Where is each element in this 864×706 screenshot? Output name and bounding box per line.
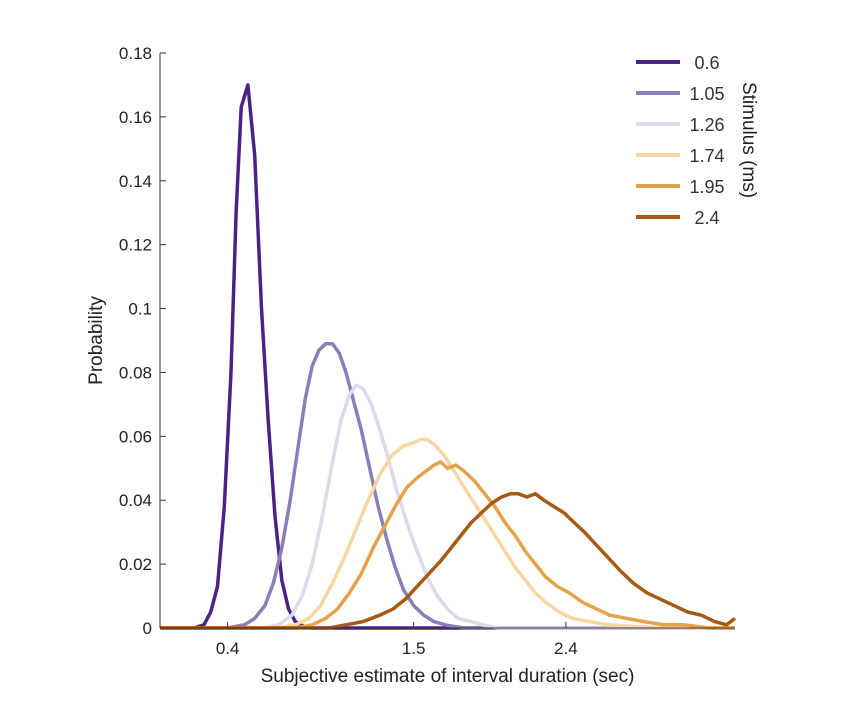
y-tick-label: 0.14 (119, 172, 152, 191)
series-line-0-6 (160, 83, 735, 630)
series-line-1-95 (160, 460, 735, 630)
y-tick-label: 0.16 (119, 108, 152, 127)
series-layer (160, 83, 737, 630)
series-line-1-26 (160, 383, 735, 630)
legend-label: 1.26 (689, 115, 724, 135)
legend-title: Stimulus (ms) (738, 82, 759, 198)
x-tick-label: 1.5 (402, 639, 426, 658)
legend: 0.6 1.05 1.26 1.74 1.95 2.4 (636, 53, 725, 228)
legend-label: 1.74 (689, 146, 724, 166)
legend-label: 2.4 (694, 208, 719, 228)
y-tick-label: 0.1 (128, 300, 152, 319)
series-line-1-05 (160, 341, 735, 630)
x-tick-label: 2.4 (554, 639, 578, 658)
y-tick-label: 0.18 (119, 44, 152, 63)
y-tick-label: 0.02 (119, 555, 152, 574)
y-tick-label: 0.06 (119, 427, 152, 446)
legend-label: 0.6 (694, 53, 719, 73)
series-line-1-74 (160, 437, 735, 630)
legend-label: 1.05 (689, 84, 724, 104)
x-tick-label: 0.4 (216, 639, 240, 658)
y-ticks: 0 0.02 0.04 0.06 0.08 0.1 0.12 0.14 0.16 0.18 (119, 44, 166, 638)
axes: 0 0.02 0.04 0.06 0.08 0.1 0.12 0.14 0.16 0.18 0.4… (119, 44, 735, 658)
series-line-2-4 (160, 492, 737, 630)
y-tick-label: 0 (143, 619, 152, 638)
y-axis-label: Probability (86, 296, 107, 385)
x-ticks: 0.4 1.5 2.4 (216, 622, 578, 658)
x-axis-label: Subjective estimate of interval duration… (261, 666, 635, 687)
legend-label: 1.95 (689, 177, 724, 197)
y-tick-label: 0.12 (119, 236, 152, 255)
y-tick-label: 0.04 (119, 491, 152, 510)
y-tick-label: 0.08 (119, 363, 152, 382)
